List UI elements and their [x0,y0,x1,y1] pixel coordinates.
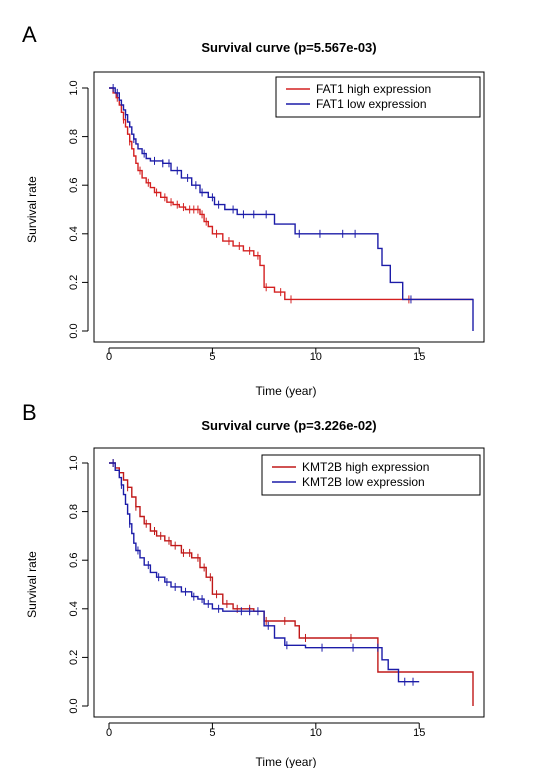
legend-entry: KMT2B low expression [302,475,425,489]
plot-frame [93,71,485,343]
x-tick-label: 10 [310,727,322,739]
y-tick-label: 0.2 [68,650,80,665]
y-tick-label: 1.0 [68,455,80,470]
x-axis-label: Time (year) [256,384,317,398]
series-line-2 [109,462,420,683]
y-tick-label: 0.0 [68,323,80,338]
x-tick-label: 5 [209,727,215,739]
y-tick-label: 0.4 [68,601,80,616]
panel-letter: A [22,22,37,47]
y-tick-label: 0.6 [68,553,80,568]
series-line-1 [109,462,474,706]
chart-title: Survival curve (p=5.567e-03) [201,40,376,55]
x-tick-label: 10 [310,351,322,363]
legend-box [275,76,481,118]
x-tick-label: 15 [413,727,425,739]
y-tick-label: 0.6 [68,178,80,193]
legend-entry: KMT2B high expression [302,460,429,474]
chart-title: Survival curve (p=3.226e-02) [201,418,376,433]
series-line-1 [109,87,473,301]
y-axis-label: Survival rate [25,176,39,243]
y-tick-label: 1.0 [68,80,80,95]
legend-box [261,454,481,496]
x-tick-label: 15 [413,351,425,363]
y-tick-label: 0.8 [68,504,80,519]
x-axis-label: Time (year) [256,755,317,768]
y-tick-label: 0.8 [68,129,80,144]
x-tick-label: 0 [106,351,112,363]
legend-entry: FAT1 low expression [316,97,427,111]
panel-b: B Survival curve (p=3.226e-02) 0 5 10 15 0.0 0.… [22,400,485,768]
legend-entry: FAT1 high expression [316,82,431,96]
y-tick-label: 0.2 [68,275,80,290]
y-axis-label: Survival rate [25,551,39,618]
y-tick-label: 0.4 [68,226,80,241]
plot-frame [93,447,485,718]
x-tick-label: 0 [106,727,112,739]
panel-letter: B [22,400,37,425]
y-tick-label: 0.0 [68,698,80,713]
panel-a: A Survival curve (p=5.567e-03) 0 5 10 15 0.0 0.… [22,22,485,398]
x-tick-label: 5 [209,351,215,363]
series-line-2 [109,87,474,331]
